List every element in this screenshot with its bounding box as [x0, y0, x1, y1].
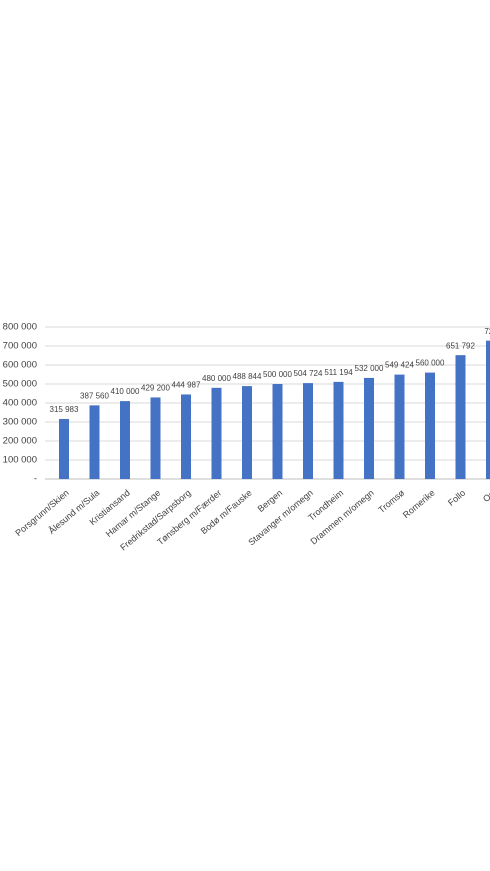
y-tick-label: 500 000 — [3, 379, 37, 390]
bar — [272, 384, 283, 479]
value-label: 549 424 — [385, 361, 414, 370]
value-label: 429 200 — [141, 384, 170, 393]
bar — [242, 386, 252, 479]
value-label: 651 792 — [446, 341, 475, 350]
y-tick-label: 300 000 — [3, 417, 37, 428]
value-label: 532 000 — [355, 364, 384, 373]
bar — [425, 372, 435, 479]
x-tick-label: Bergen — [256, 488, 285, 514]
y-tick-label: - — [34, 474, 37, 485]
value-label: 728 — [484, 327, 490, 336]
value-label: 410 000 — [111, 387, 140, 396]
value-label: 315 983 — [50, 405, 79, 414]
y-tick-label: 700 000 — [3, 341, 37, 352]
bar — [333, 381, 344, 479]
value-label: 444 987 — [172, 381, 201, 390]
value-label: 488 844 — [233, 372, 262, 381]
bar — [59, 418, 69, 479]
y-tick-label: 600 000 — [3, 360, 37, 371]
x-tick-label: Romerike — [401, 488, 437, 520]
y-tick-label: 100 000 — [3, 455, 37, 466]
bar — [211, 387, 222, 479]
bar — [120, 401, 130, 479]
value-label: 560 000 — [416, 359, 445, 368]
bar — [89, 405, 100, 479]
x-tick-label: Follo — [446, 488, 467, 508]
y-tick-label: 400 000 — [3, 398, 37, 409]
bar — [394, 374, 405, 479]
value-label: 500 000 — [263, 370, 292, 379]
bar — [181, 394, 191, 479]
y-tick-label: 800 000 — [3, 322, 37, 333]
value-label: 387 560 — [80, 391, 109, 400]
bar — [455, 355, 466, 479]
value-label: 504 724 — [294, 369, 323, 378]
y-tick-label: 200 000 — [3, 436, 37, 447]
bar — [303, 383, 313, 479]
bar — [364, 377, 374, 479]
value-label: 480 000 — [202, 374, 231, 383]
bar — [486, 340, 490, 479]
x-tick-label: Osl — [481, 488, 490, 504]
bar — [150, 397, 161, 479]
value-label: 511 194 — [324, 368, 353, 377]
x-tick-label: Porsgrunn/Skien — [13, 488, 70, 538]
